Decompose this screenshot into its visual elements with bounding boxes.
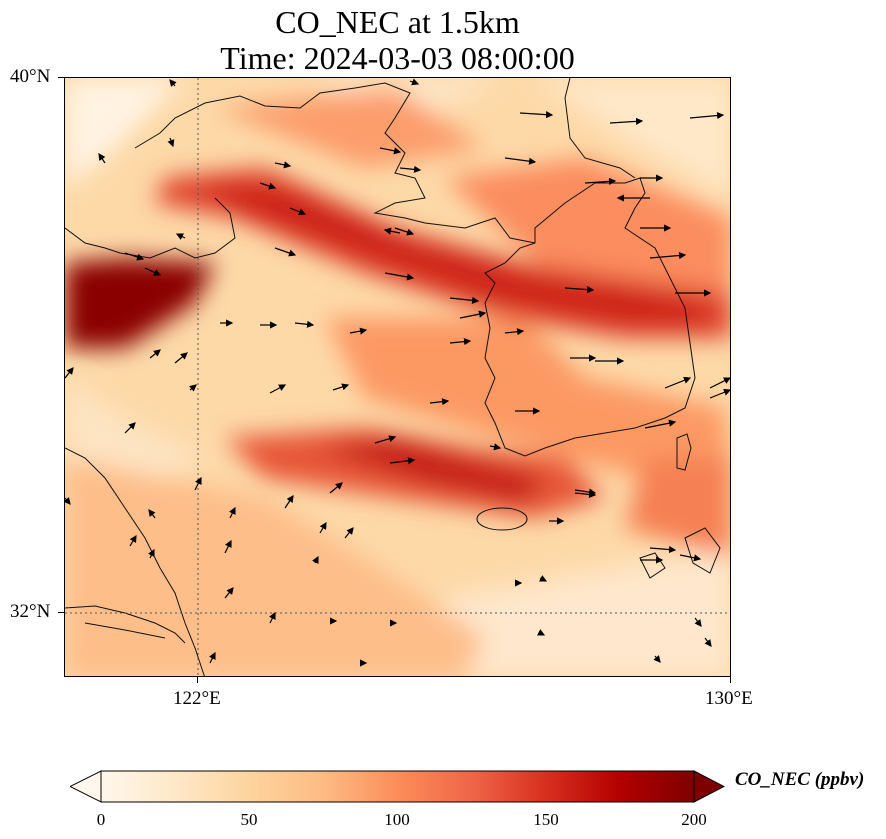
wind-arrow <box>312 555 319 564</box>
wind-vectors <box>65 78 730 667</box>
wind-arrow <box>229 506 236 519</box>
wind-arrow <box>459 310 487 319</box>
wind-arrow <box>709 377 730 389</box>
wind-arrow <box>194 476 202 491</box>
x-tick-mark <box>197 677 198 683</box>
wind-arrow <box>124 252 145 261</box>
wind-arrow <box>148 509 156 519</box>
wind-arrow <box>98 153 106 164</box>
y-tick-label: 32°N <box>10 601 51 622</box>
wind-arrow <box>609 117 644 125</box>
wind-arrow <box>574 488 597 496</box>
colorbar-extend-low <box>70 770 102 803</box>
wind-arrow <box>294 320 315 328</box>
wind-arrow <box>653 655 661 663</box>
wind-arrow <box>269 611 276 624</box>
wind-arrow <box>144 267 162 276</box>
colorbar-extend-high <box>693 770 725 803</box>
coastlines <box>65 78 721 676</box>
wind-arrow <box>504 328 525 336</box>
wind-arrow <box>259 182 277 190</box>
wind-arrow <box>584 177 617 185</box>
wind-arrow <box>149 349 161 359</box>
wind-arrow <box>224 539 232 554</box>
wind-arrow <box>449 296 480 304</box>
colorbar-tick-label: 100 <box>384 810 410 829</box>
wind-arrow <box>329 482 343 494</box>
wind-arrow <box>148 548 155 559</box>
gridlines <box>65 78 730 676</box>
wind-arrow <box>269 384 287 394</box>
map-panel <box>64 77 731 677</box>
wind-arrow <box>379 147 402 155</box>
wind-arrow <box>689 111 725 120</box>
map-time-subtitle: Time: 2024-03-03 08:00:00 <box>220 40 575 76</box>
x-tick-label: 130°E <box>705 688 753 709</box>
y-tick-label: 40°N <box>10 66 51 87</box>
wind-arrow <box>384 272 415 281</box>
wind-arrow <box>679 554 702 562</box>
colorbar-tick-label: 50 <box>240 810 258 829</box>
wind-arrow <box>189 384 197 392</box>
wind-arrow <box>167 137 175 148</box>
colorbar-tick-label: 0 <box>96 810 106 829</box>
y-tick-mark <box>58 77 64 78</box>
map-title: CO_NEC at 1.5km <box>275 4 520 40</box>
wind-arrow <box>409 78 420 86</box>
wind-arrow <box>664 376 692 389</box>
wind-arrow <box>389 457 416 465</box>
wind-arrow <box>399 165 422 173</box>
wind-arrow <box>649 545 677 554</box>
wind-arrow <box>175 233 186 240</box>
wind-arrow <box>319 521 327 534</box>
wind-arrow <box>649 251 687 260</box>
wind-arrow <box>504 157 537 165</box>
colorbar-title: CO_NEC (ppbv) <box>735 769 865 790</box>
wind-arrow <box>704 637 712 647</box>
wind-arrow <box>169 79 177 87</box>
wind-arrow <box>209 651 216 664</box>
colorbar-gradient <box>100 770 695 803</box>
wind-arrow <box>274 247 297 257</box>
wind-arrow <box>489 443 502 451</box>
colorbar <box>70 770 725 803</box>
wind-arrow <box>274 161 292 169</box>
wind-arrow <box>564 285 595 294</box>
wind-arrow <box>289 207 307 216</box>
wind-arrow <box>174 352 188 364</box>
wind-arrow <box>383 227 401 235</box>
wind-arrow <box>332 383 350 391</box>
wind-arrow <box>519 111 554 119</box>
wind-arrow <box>694 617 702 627</box>
wind-arrow <box>129 534 137 547</box>
colorbar-tick-label: 200 <box>681 810 707 829</box>
wind-arrow <box>284 495 294 509</box>
x-tick-mark <box>730 677 731 683</box>
wind-arrow <box>224 587 234 599</box>
wind-arrow <box>374 435 397 444</box>
wind-arrow <box>539 575 548 582</box>
wind-arrow <box>429 398 450 406</box>
colorbar-tick-label: 150 <box>533 810 559 829</box>
wind-arrow <box>65 367 74 379</box>
wind-arrow <box>124 422 136 434</box>
wind-arrow <box>709 388 730 399</box>
wind-arrow <box>449 338 472 346</box>
wind-arrow <box>394 227 415 236</box>
x-tick-label: 122°E <box>173 688 221 709</box>
wind-arrow <box>65 497 71 505</box>
wind-arrow <box>537 629 546 636</box>
y-tick-mark <box>58 612 64 613</box>
map-canvas <box>65 78 730 676</box>
wind-arrow <box>344 527 354 539</box>
wind-arrow <box>349 327 368 335</box>
wind-arrow <box>644 419 677 429</box>
